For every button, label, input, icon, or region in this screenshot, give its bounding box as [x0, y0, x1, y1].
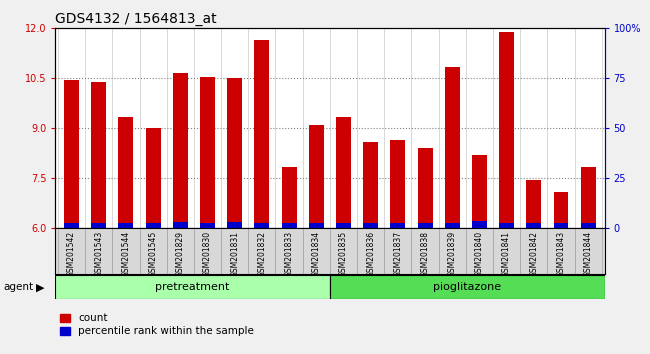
Bar: [276, 228, 303, 274]
Bar: [64, 223, 79, 228]
Bar: [281, 167, 296, 228]
Bar: [499, 223, 514, 228]
Bar: [466, 228, 493, 274]
Bar: [472, 221, 487, 228]
Text: GSM201839: GSM201839: [448, 231, 457, 277]
Text: GSM201837: GSM201837: [393, 231, 402, 277]
Legend: count, percentile rank within the sample: count, percentile rank within the sample: [60, 313, 254, 336]
Bar: [91, 82, 106, 228]
Text: agent: agent: [3, 282, 33, 292]
Bar: [384, 228, 411, 274]
Bar: [580, 223, 595, 228]
Bar: [194, 228, 221, 274]
Bar: [221, 228, 248, 274]
Bar: [227, 78, 242, 228]
Bar: [391, 223, 406, 228]
Text: pretreatment: pretreatment: [155, 282, 229, 292]
Bar: [118, 223, 133, 228]
Text: GSM201830: GSM201830: [203, 231, 212, 277]
Text: GSM201842: GSM201842: [529, 231, 538, 276]
Bar: [580, 167, 595, 228]
Bar: [336, 223, 351, 228]
Bar: [55, 275, 330, 299]
Bar: [554, 192, 569, 228]
Bar: [254, 40, 269, 228]
Text: GSM201835: GSM201835: [339, 231, 348, 277]
Bar: [417, 223, 432, 228]
Bar: [146, 223, 161, 228]
Bar: [91, 223, 106, 228]
Bar: [64, 80, 79, 228]
Text: GSM201829: GSM201829: [176, 231, 185, 276]
Bar: [146, 129, 161, 228]
Text: GSM201843: GSM201843: [556, 231, 566, 277]
Bar: [445, 223, 460, 228]
Bar: [281, 223, 296, 228]
Bar: [309, 125, 324, 228]
Bar: [547, 228, 575, 274]
Bar: [357, 228, 384, 274]
Bar: [363, 223, 378, 228]
Text: GSM201543: GSM201543: [94, 231, 103, 277]
Bar: [85, 228, 112, 274]
Bar: [118, 117, 133, 228]
Bar: [58, 228, 85, 274]
Bar: [439, 228, 466, 274]
Bar: [391, 140, 406, 228]
Bar: [112, 228, 140, 274]
Bar: [554, 223, 569, 228]
Text: GSM201542: GSM201542: [67, 231, 76, 277]
Bar: [336, 117, 351, 228]
Bar: [200, 223, 215, 228]
Bar: [499, 32, 514, 228]
Bar: [575, 228, 602, 274]
Text: GSM201544: GSM201544: [122, 231, 131, 277]
Bar: [330, 275, 604, 299]
Bar: [445, 67, 460, 228]
Bar: [140, 228, 167, 274]
Text: pioglitazone: pioglitazone: [433, 282, 501, 292]
Bar: [526, 180, 541, 228]
Text: GSM201841: GSM201841: [502, 231, 511, 276]
Text: GSM201834: GSM201834: [312, 231, 321, 277]
Text: GSM201836: GSM201836: [366, 231, 375, 277]
Bar: [200, 77, 215, 228]
Text: ▶: ▶: [36, 282, 44, 292]
Bar: [167, 228, 194, 274]
Text: GSM201545: GSM201545: [149, 231, 158, 277]
Bar: [254, 223, 269, 228]
Text: GSM201831: GSM201831: [230, 231, 239, 276]
Text: GSM201840: GSM201840: [475, 231, 484, 277]
Bar: [330, 228, 357, 274]
Bar: [526, 223, 541, 228]
Bar: [493, 228, 520, 274]
Bar: [363, 142, 378, 228]
Bar: [173, 73, 188, 228]
Bar: [417, 148, 432, 228]
Bar: [248, 228, 276, 274]
Text: GDS4132 / 1564813_at: GDS4132 / 1564813_at: [55, 12, 217, 26]
Text: GSM201833: GSM201833: [285, 231, 294, 277]
Text: GSM201838: GSM201838: [421, 231, 430, 276]
Bar: [309, 223, 324, 228]
Bar: [520, 228, 547, 274]
Text: GSM201832: GSM201832: [257, 231, 266, 276]
Text: GSM201844: GSM201844: [584, 231, 593, 277]
Bar: [472, 155, 487, 228]
Bar: [227, 222, 242, 228]
Bar: [173, 222, 188, 228]
Bar: [411, 228, 439, 274]
Bar: [303, 228, 330, 274]
